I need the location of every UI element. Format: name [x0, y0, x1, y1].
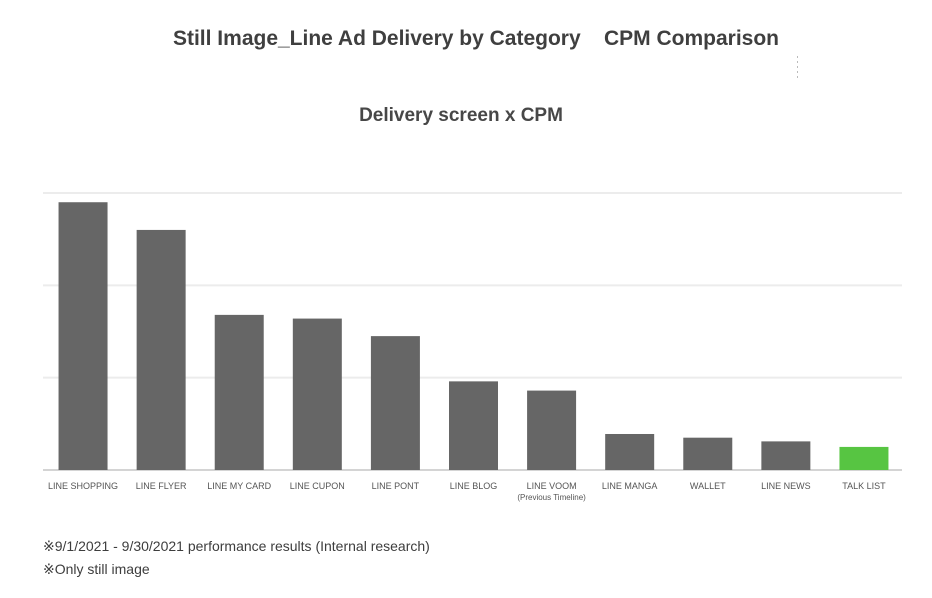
bar-9	[761, 441, 811, 470]
bar-6	[527, 390, 577, 470]
bar-10	[839, 446, 889, 470]
bar-1	[136, 229, 186, 470]
bar-chart: LINE SHOPPING LINE FLYER LINE MY CARD LINE …	[43, 192, 902, 502]
category-label-4: LINE PONT	[372, 481, 420, 491]
category-label-0: LINE SHOPPING	[48, 481, 118, 491]
bar-4	[370, 336, 420, 470]
divider-mark	[797, 56, 798, 78]
bar-2	[214, 314, 264, 470]
category-label-7: LINE MANGA	[602, 481, 658, 491]
category-label-10: TALK LIST	[842, 481, 886, 491]
bar-8	[683, 437, 733, 470]
category-label-9: LINE NEWS	[761, 481, 811, 491]
category-label-1: LINE FLYER	[136, 481, 187, 491]
footnote-scope: ※Only still image	[43, 561, 150, 577]
category-sublabel-6: (Previous Timeline)	[517, 493, 586, 502]
category-labels: LINE SHOPPING LINE FLYER LINE MY CARD LINE …	[48, 481, 886, 502]
bars	[58, 202, 889, 470]
category-label-5: LINE BLOG	[450, 481, 498, 491]
footnote-period: ※9/1/2021 - 9/30/2021 performance result…	[43, 538, 430, 554]
bar-5	[449, 381, 498, 470]
category-label-2: LINE MY CARD	[207, 481, 271, 491]
category-label-6: LINE VOOM	[527, 481, 577, 491]
page-title: Still Image_Line Ad Delivery by Category…	[172, 27, 780, 50]
bar-3	[292, 318, 342, 470]
bar-0	[58, 202, 108, 470]
category-label-3: LINE CUPON	[290, 481, 345, 491]
category-label-8: WALLET	[690, 481, 726, 491]
bar-7	[605, 433, 655, 470]
chart-title: Delivery screen x CPM	[359, 105, 563, 126]
